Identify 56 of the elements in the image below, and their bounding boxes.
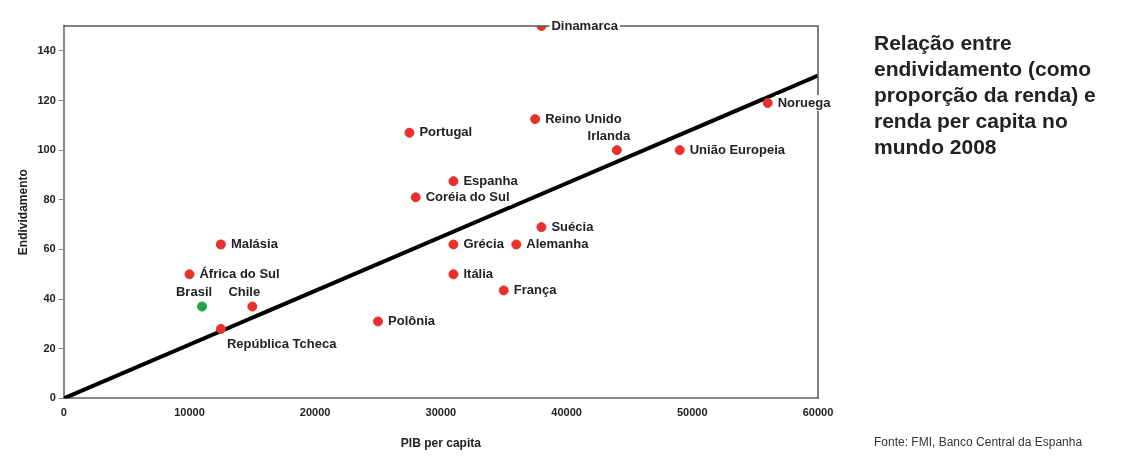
annotation: África do Sul: [199, 265, 280, 281]
x-tick-label: 30000: [425, 406, 457, 419]
x-axis-title: PIB per capita: [400, 436, 482, 451]
text: Relação entre endividamento (como proporção da renda) e renda per capita no mundo 2008: [874, 30, 1097, 160]
annotation: Itália: [463, 265, 494, 281]
y-tick-label: 0: [49, 391, 56, 404]
x-tick-label: 20000: [299, 406, 331, 419]
point: [448, 239, 459, 250]
point: [373, 316, 384, 327]
x-tick-label: 10000: [174, 406, 205, 419]
annotation: Alemanha: [526, 236, 590, 252]
point: [762, 97, 773, 108]
annotation: Chile: [228, 284, 261, 300]
point: [448, 176, 459, 187]
point: [184, 269, 195, 280]
annotation: União Europeia: [689, 141, 786, 157]
point: [448, 269, 459, 280]
y-tick-label: 120: [37, 93, 56, 106]
annotation: Grécia: [463, 236, 505, 252]
x-tick-label: 60000: [802, 406, 834, 419]
annotation: Suécia: [551, 218, 595, 234]
point: [197, 301, 208, 312]
point: [410, 192, 421, 203]
point: [498, 285, 509, 296]
point: [536, 222, 547, 233]
y-axis-title: Endividamento: [15, 169, 30, 256]
point: [247, 301, 258, 312]
x-tick-label: 0: [60, 406, 67, 419]
y-tick-label: 80: [43, 192, 56, 205]
y-tick-label: 20: [43, 341, 56, 354]
point: [404, 127, 415, 138]
annotation: Brasil: [175, 284, 213, 300]
annotation: Noruega: [777, 94, 832, 110]
annotation: França: [513, 281, 558, 297]
annotation: Coréia do Sul: [425, 188, 510, 204]
x-tick-label: 50000: [677, 406, 708, 419]
x-tick-label: 40000: [551, 406, 582, 419]
annotation: Portugal: [419, 124, 473, 140]
source-note: Fonte: FMI, Banco Central da Espanha: [874, 435, 1084, 449]
y-tick-label: 140: [37, 43, 56, 56]
y-tick-label: 40: [43, 292, 56, 305]
point: [611, 145, 622, 156]
point: [511, 239, 522, 250]
annotation: Malásia: [230, 236, 279, 252]
annotation: Espanha: [463, 172, 519, 188]
point: [530, 114, 541, 125]
annotation: Polônia: [388, 313, 436, 329]
y-tick-label: 60: [43, 242, 56, 255]
point: [215, 239, 226, 250]
annotation: República Tcheca: [226, 336, 338, 352]
annotation: Reino Unido: [545, 110, 622, 126]
annotation: Irlanda: [587, 127, 631, 143]
annotation: Dinamarca: [551, 17, 619, 33]
point: [215, 323, 226, 334]
point: [674, 145, 685, 156]
y-tick-label: 100: [37, 143, 56, 156]
